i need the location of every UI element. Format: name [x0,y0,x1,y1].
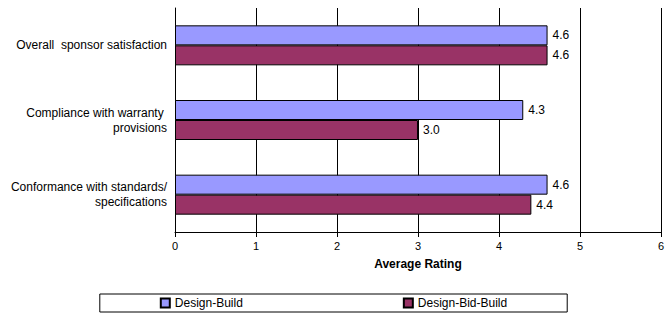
svg-text:4.6: 4.6 [553,28,570,42]
svg-text:2: 2 [334,240,340,252]
svg-text:specifications: specifications [95,195,167,209]
svg-text:Average Rating: Average Rating [374,257,462,271]
svg-text:Design-Build: Design-Build [175,296,243,310]
svg-text:1: 1 [253,240,259,252]
svg-text:0: 0 [172,240,178,252]
svg-text:Design-Bid-Build: Design-Bid-Build [418,296,507,310]
svg-text:4.6: 4.6 [553,48,570,62]
svg-text:Conformance with standards/: Conformance with standards/ [11,180,168,194]
svg-text:4: 4 [496,240,502,252]
svg-text:5: 5 [577,240,583,252]
svg-text:provisions: provisions [113,121,167,135]
svg-text:3.0: 3.0 [423,123,440,137]
svg-text:6: 6 [658,240,664,252]
svg-text:Compliance with warranty: Compliance with warranty [26,106,167,120]
svg-text:4.6: 4.6 [553,178,570,192]
svg-text:Overall sponsor satisfaction: Overall sponsor satisfaction [16,38,167,52]
svg-text:4.3: 4.3 [528,103,545,117]
svg-text:4.4: 4.4 [536,198,553,212]
svg-text:3: 3 [415,240,421,252]
